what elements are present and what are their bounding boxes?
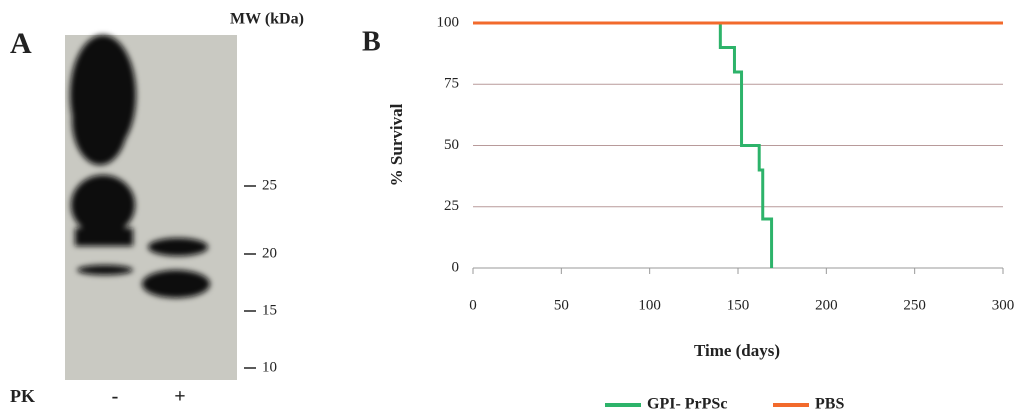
legend-label: GPI- PrPSc bbox=[647, 396, 727, 413]
mw-title: MW (kDa) bbox=[230, 11, 304, 28]
mw-label: 20 bbox=[262, 245, 277, 261]
panel-label: B bbox=[362, 26, 381, 57]
x-tick-label: 200 bbox=[815, 297, 838, 313]
x-tick-label: 100 bbox=[638, 297, 661, 313]
mw-label: 10 bbox=[262, 359, 277, 375]
y-tick-label: 100 bbox=[437, 14, 460, 30]
mw-markers: 25 20 15 10 bbox=[244, 177, 277, 375]
y-tick-label: 50 bbox=[444, 137, 459, 153]
x-axis-title: Time (days) bbox=[694, 341, 780, 360]
x-tick-label: 150 bbox=[727, 297, 750, 313]
y-tick-label: 25 bbox=[444, 198, 459, 214]
legend-label: PBS bbox=[815, 396, 844, 413]
figure: A MW (kDa) 25 20 15 10 PK - + B Time (days)… bbox=[0, 0, 1031, 416]
row-label: PK bbox=[10, 386, 35, 406]
lane-label: + bbox=[174, 386, 185, 408]
y-axis-title: % Survival bbox=[387, 103, 406, 186]
lane-label: - bbox=[112, 386, 119, 408]
y-tick-label: 0 bbox=[452, 259, 460, 275]
x-tick-label: 250 bbox=[903, 297, 926, 313]
x-tick-label: 50 bbox=[554, 297, 569, 313]
mw-label: 25 bbox=[262, 177, 277, 193]
panel-label: A bbox=[10, 27, 32, 60]
x-tick-label: 0 bbox=[469, 297, 477, 313]
x-tick-label: 300 bbox=[992, 297, 1015, 313]
y-tick-label: 75 bbox=[444, 76, 459, 92]
mw-label: 15 bbox=[262, 302, 277, 318]
